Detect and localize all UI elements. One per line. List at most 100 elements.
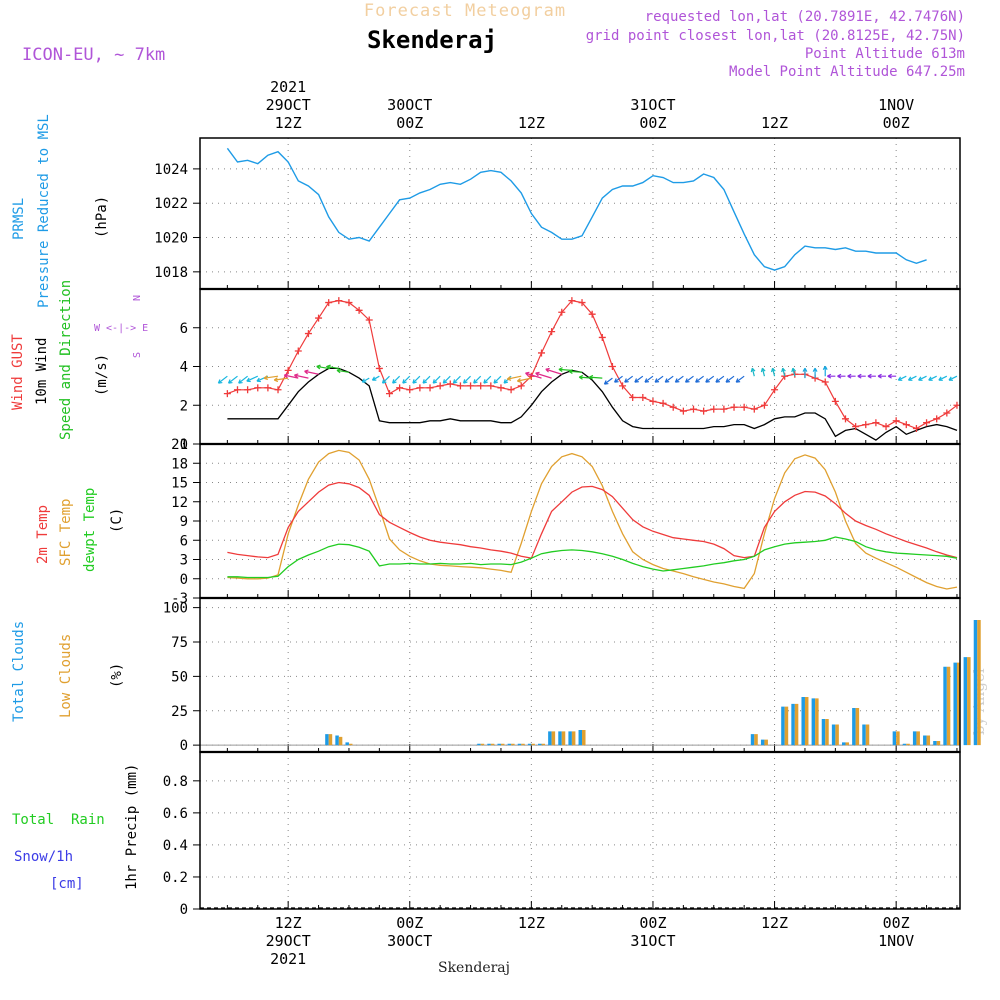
gust-marker: [882, 423, 890, 431]
bottom-time-label: 30OCT: [387, 932, 432, 950]
gust-marker: [223, 390, 231, 398]
low-cloud-bar: [561, 731, 566, 746]
wind-direction-arrow: [857, 373, 866, 379]
y-tick-label: 6: [180, 533, 188, 549]
wind-labels: Wind GUST 10m Wind Speed and Direction (…: [10, 280, 148, 440]
wind-direction-arrow: [535, 371, 552, 379]
total-cloud-bar: [791, 703, 795, 746]
panel-5: [193, 752, 960, 910]
wind-direction-arrow: [361, 377, 370, 383]
bottom-time-label: 12Z: [761, 914, 788, 932]
y-tick-label: 1022: [154, 196, 188, 212]
gust-marker: [821, 378, 829, 386]
y-tick-label: 25: [171, 704, 188, 720]
gust-marker: [304, 330, 312, 338]
low-cloud-bar: [835, 724, 839, 746]
gust-marker: [943, 409, 951, 417]
y-tick-label: 21: [171, 437, 188, 453]
gust-marker: [831, 397, 839, 405]
y-tick-label: 2: [180, 398, 188, 414]
low-cloud-bar: [967, 657, 971, 746]
wind-direction-arrow: [735, 375, 745, 383]
model-altitude: Model Point Altitude 647.25m: [729, 64, 965, 80]
total-cloud-bar: [923, 735, 927, 746]
bottom-time-label: 2021: [270, 950, 306, 968]
wind-direction-arrow: [294, 373, 309, 379]
gust-marker: [568, 297, 576, 305]
total-cloud-bar: [477, 743, 481, 746]
compass-n: N: [132, 295, 143, 301]
wind-direction-arrow: [802, 367, 808, 379]
wind-direction-arrow: [422, 375, 431, 384]
gust-marker: [274, 386, 282, 394]
wind-direction-arrow: [644, 375, 654, 383]
top-time-label: 00Z: [639, 114, 666, 132]
low-cloud-bar: [946, 666, 951, 746]
wind-direction-arrow: [227, 375, 238, 384]
gust-marker: [841, 415, 849, 423]
gust-marker: [629, 394, 637, 401]
wind-direction-arrow: [928, 375, 937, 381]
cloud-labels: Total Clouds Low Clouds (%): [11, 621, 125, 722]
low-cloud-bar: [571, 731, 576, 746]
low-cloud-label: Low Clouds: [58, 634, 74, 718]
gust-marker: [487, 382, 495, 390]
meteogram-title: Forecast Meteogram: [364, 1, 566, 21]
wind-unit: (m/s): [94, 354, 110, 396]
gridpoint-coords: grid point closest lon,lat (20.8125E, 42…: [586, 28, 965, 44]
gust-marker: [598, 333, 606, 341]
total-cloud-bar: [892, 731, 897, 746]
pressure-line: [226, 147, 927, 271]
low-cloud-bar: [825, 719, 829, 746]
wind-direction-arrow: [715, 375, 725, 383]
low-cloud-bar: [906, 743, 910, 746]
panel-frame: [199, 751, 961, 910]
sfc-temp-line: [227, 449, 958, 590]
wind-direction-arrow: [705, 375, 715, 383]
wind-direction-arrow: [525, 371, 542, 379]
footer-location: Skenderaj: [438, 960, 510, 976]
temp-labels: 2m Temp SFC Temp dewpt Temp (C): [35, 488, 125, 572]
panel-frame: [199, 597, 961, 753]
wind-direction-arrow: [827, 373, 836, 379]
wind-direction-arrow: [781, 367, 786, 377]
low-cloud-bar: [916, 731, 920, 746]
total-cloud-bar: [943, 666, 947, 746]
gust-marker: [619, 382, 627, 390]
cloud-unit: (%): [109, 663, 125, 688]
low-cloud-bar: [794, 703, 799, 746]
wind-direction-arrow: [283, 373, 299, 379]
low-cloud-bar: [956, 662, 961, 746]
bottom-time-label: 12Z: [518, 914, 545, 932]
gust-marker: [639, 394, 647, 401]
low-cloud-bar: [855, 708, 860, 746]
total-cloud-bar: [578, 730, 583, 746]
gust-marker: [689, 405, 697, 413]
total-cloud-bar: [760, 739, 765, 746]
y-tick-label: 0.6: [163, 806, 188, 822]
wind-direction-arrow: [516, 377, 532, 383]
total-cloud-bar: [862, 724, 866, 746]
total-cloud-bar: [548, 731, 552, 746]
gust-marker: [507, 386, 515, 394]
gust-marker: [700, 407, 708, 415]
pressure-label-2: Pressure Reduced to MSL: [36, 114, 52, 308]
low-cloud-bar: [865, 724, 870, 746]
low-cloud-bar: [764, 739, 768, 746]
wind-label: 10m Wind: [34, 338, 50, 405]
pressure-unit: (hPa): [94, 196, 110, 238]
low-cloud-bar: [338, 736, 343, 746]
total-cloud-bar: [345, 742, 349, 746]
total-cloud-bar: [497, 743, 501, 746]
top-time-label: 30OCT: [387, 96, 432, 114]
gust-marker: [578, 299, 586, 307]
wind-direction-arrow: [897, 375, 907, 381]
wind-direction-arrow: [246, 375, 259, 383]
dew-label: dewpt Temp: [82, 488, 98, 572]
wind-direction-arrow: [452, 375, 461, 384]
compass-s: S: [132, 352, 143, 358]
wind-direction-arrow: [336, 368, 350, 374]
gust-marker: [750, 405, 758, 413]
wind-direction-arrow: [938, 375, 948, 381]
bottom-time-label: 00Z: [396, 914, 423, 932]
